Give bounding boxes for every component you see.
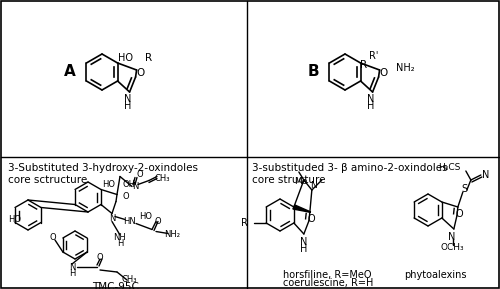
Text: O: O [122,192,130,201]
Text: O: O [136,170,143,179]
Text: H: H [69,270,75,279]
Text: R: R [242,218,248,228]
Text: N: N [69,262,75,271]
Text: coerulescine, R=H: coerulescine, R=H [283,278,374,288]
Text: HN: HN [124,217,136,226]
Text: HO: HO [140,212,152,221]
Text: 3-substituded 3- β amino-2-oxindoles: 3-substituded 3- β amino-2-oxindoles [252,163,448,173]
Text: H: H [300,244,308,254]
Text: N: N [367,94,374,104]
Text: R: R [144,53,152,63]
Text: O: O [379,68,388,78]
Text: H: H [117,240,123,249]
Text: O: O [50,232,56,242]
Text: B: B [307,64,319,79]
Text: HO: HO [118,53,132,63]
Text: S: S [462,184,468,194]
Text: H: H [124,101,132,111]
Text: N: N [132,182,138,191]
Text: N: N [109,214,115,223]
Text: horsfiline, R=MeO: horsfiline, R=MeO [283,270,372,280]
Text: N: N [482,170,490,180]
Text: O: O [456,209,463,218]
Text: CH₃: CH₃ [121,275,137,284]
Text: N: N [448,232,456,242]
Text: HO: HO [102,180,115,189]
Text: O: O [96,253,103,262]
Text: O: O [136,68,144,78]
Text: OCH₃: OCH₃ [440,242,464,251]
Text: HO: HO [8,216,21,225]
Text: A: A [64,64,76,79]
Text: H: H [367,101,374,111]
Text: R: R [360,60,368,70]
Text: NH₂: NH₂ [396,63,414,73]
Text: O: O [154,217,162,226]
Text: phytoalexins: phytoalexins [404,270,466,280]
Text: TMC-95C: TMC-95C [92,282,138,289]
Text: O: O [308,214,315,224]
Text: OH: OH [123,180,136,189]
Text: CH₃: CH₃ [155,174,170,183]
Polygon shape [293,205,311,212]
Text: H₃CS: H₃CS [438,164,461,173]
Text: R': R' [369,51,378,61]
Text: core sctructure: core sctructure [8,175,87,185]
Text: N: N [310,181,317,190]
Text: N: N [300,237,308,247]
Text: NH₂: NH₂ [164,230,180,239]
Text: Me: Me [294,177,308,186]
Text: 3-Substituted 3-hydroxy-2-oxindoles: 3-Substituted 3-hydroxy-2-oxindoles [8,163,198,173]
Text: core structure: core structure [252,175,326,185]
Text: NH: NH [114,232,126,242]
Text: N: N [124,94,132,104]
